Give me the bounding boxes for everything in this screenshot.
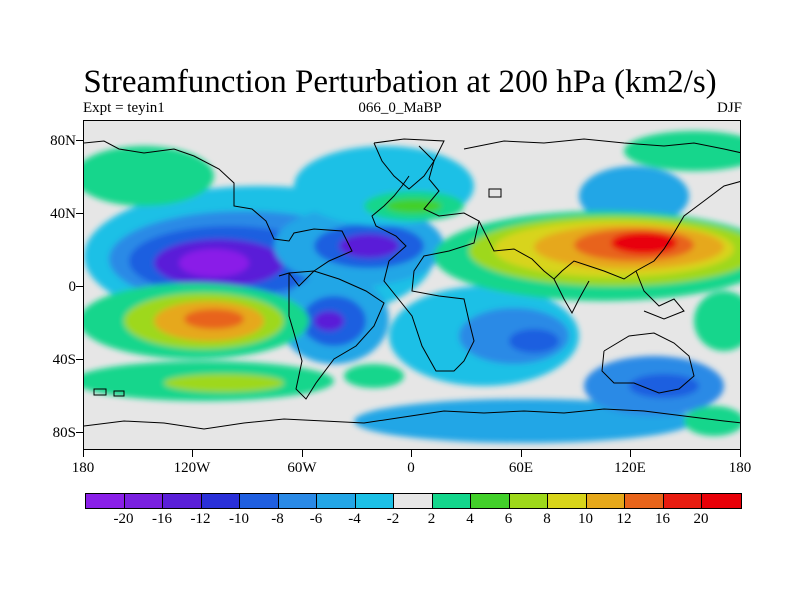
experiment-label: Expt = teyin1 <box>83 100 165 116</box>
x-tick-label-60w: 60W <box>287 460 317 476</box>
colorbar-swatch <box>124 494 163 508</box>
colorbar-label: -16 <box>152 511 172 527</box>
colorbar-label: 4 <box>466 511 474 527</box>
colorbar-label: -6 <box>309 511 323 527</box>
colorbar-swatch <box>432 494 471 508</box>
field-blob-pos-south-east <box>684 406 740 436</box>
field-blob-neg-indian-core <box>509 329 559 353</box>
y-tick-mark-80s <box>76 432 83 433</box>
colorbar-swatch <box>663 494 702 508</box>
coastline-greenland <box>373 138 445 190</box>
colorbar-label: 20 <box>693 511 709 527</box>
colorbar-swatch <box>163 494 202 508</box>
x-tick-label-180w: 180 <box>71 460 95 476</box>
field-blob-pos-sa-small <box>344 364 404 388</box>
y-tick-mark-0 <box>76 286 83 287</box>
colorbar-swatch <box>240 494 279 508</box>
coastline-south-america <box>288 270 385 400</box>
colorbar <box>85 493 742 509</box>
x-tick-mark-180w <box>83 450 84 457</box>
colorbar-swatch <box>625 494 664 508</box>
colorbar-swatch <box>201 494 240 508</box>
coastline-island-3 <box>488 188 502 198</box>
colorbar-label: -10 <box>229 511 249 527</box>
colorbar-label: -2 <box>386 511 400 527</box>
field-blob-neg-pacific-core <box>179 249 249 277</box>
colorbar-swatch <box>394 494 433 508</box>
field-blob-pos-north-west <box>84 146 214 206</box>
field-blob-pos-spacific-core <box>184 309 244 329</box>
x-tick-label-120w: 120W <box>173 460 211 476</box>
x-tick-label-60e: 60E <box>508 460 534 476</box>
coastline-north-america <box>84 140 353 287</box>
field-blob-neg-atlantic-core <box>339 234 399 258</box>
colorbar-label: -8 <box>271 511 284 527</box>
colorbar-swatch <box>86 494 125 508</box>
x-tick-label-0: 0 <box>407 460 415 476</box>
coastline-island-1 <box>93 388 107 396</box>
x-tick-mark-180e <box>740 450 741 457</box>
y-tick-mark-80n <box>76 140 83 141</box>
x-tick-mark-0 <box>411 450 412 457</box>
case-label: 066_0_MaBP <box>358 100 442 116</box>
coastline-europe-africa <box>371 145 480 372</box>
colorbar-swatch <box>278 494 317 508</box>
x-tick-label-180e: 180 <box>728 460 752 476</box>
field-blob-pos-natl-core <box>386 199 442 213</box>
coastlines <box>84 138 740 430</box>
colorbar-label: -4 <box>348 511 361 527</box>
field-blob-neg-asia-north <box>579 166 689 226</box>
field-blob-neg-sa-core <box>314 311 344 331</box>
x-tick-mark-120e <box>630 450 631 457</box>
field-blob-pos-asia-core <box>611 232 677 254</box>
y-tick-label-40s: 40S <box>52 352 76 368</box>
coastline-antarctica <box>84 408 740 430</box>
x-tick-mark-120w <box>192 450 193 457</box>
colorbar-swatch <box>702 494 741 508</box>
y-tick-label-80s: 80S <box>52 425 76 441</box>
coastline-se-asia <box>635 270 685 320</box>
field-blob-neg-southern-east-core <box>629 374 699 398</box>
colorbar-swatch <box>548 494 587 508</box>
chart-title: Streamfunction Perturbation at 200 hPa (… <box>83 64 717 100</box>
colorbar-swatch <box>471 494 510 508</box>
colorbar-swatch <box>317 494 356 508</box>
field-blob-pos-asia-far-east <box>694 291 740 351</box>
colorbar-label: 16 <box>655 511 670 527</box>
y-tick-mark-40s <box>76 359 83 360</box>
y-tick-label-0: 0 <box>68 279 77 295</box>
field-blob-pos-north-east <box>624 131 740 171</box>
colorbar-label: -12 <box>190 511 211 527</box>
colorbar-swatch <box>355 494 394 508</box>
coastline-island-2 <box>113 390 125 397</box>
colorbar-label: -20 <box>113 511 134 527</box>
x-tick-mark-60e <box>521 450 522 457</box>
field-blob-pos-south-low-core <box>164 374 284 392</box>
colorbar-label: 2 <box>427 511 436 527</box>
coastline-australia <box>601 332 695 394</box>
colorbar-swatch <box>509 494 548 508</box>
x-tick-label-120e: 120E <box>614 460 646 476</box>
colorbar-swatch <box>586 494 625 508</box>
y-tick-mark-40n <box>76 213 83 214</box>
field-blob-neg-southern <box>354 399 694 443</box>
colorbar-label: 8 <box>543 511 551 527</box>
y-tick-label-40n: 40N <box>50 206 76 222</box>
coastline-asia <box>463 138 740 280</box>
season-label: DJF <box>716 100 742 116</box>
colorbar-label: 12 <box>616 511 632 527</box>
map-plot <box>83 120 741 450</box>
colorbar-label: 6 <box>504 511 513 527</box>
colorbar-label: 10 <box>578 511 593 527</box>
x-tick-mark-60w <box>302 450 303 457</box>
y-tick-label-80n: 80N <box>50 133 76 149</box>
coastline-india <box>553 278 590 315</box>
